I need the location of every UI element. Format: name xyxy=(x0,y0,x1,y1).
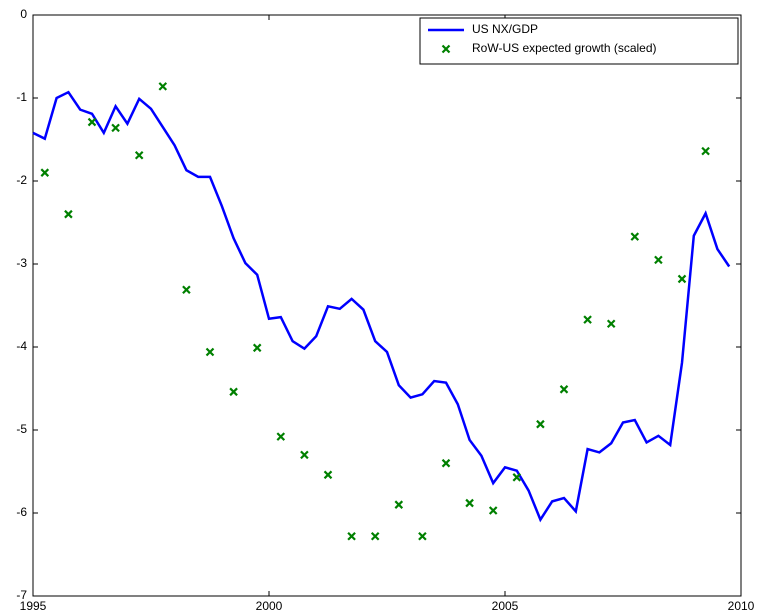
scatter-point xyxy=(347,531,356,541)
scatter-point xyxy=(465,498,474,508)
y-tick-label: -7 xyxy=(16,588,27,602)
x-tick-label: 1995 xyxy=(20,599,47,613)
x-tick-label: 2000 xyxy=(256,599,283,613)
scatter-point xyxy=(64,209,73,219)
y-tick-label: -5 xyxy=(16,422,27,436)
scatter-point xyxy=(677,274,687,284)
scatter-point xyxy=(630,232,640,241)
legend-swatch xyxy=(441,44,451,54)
scatter-point xyxy=(583,315,592,324)
legend-label: RoW-US expected growth (scaled) xyxy=(472,41,657,55)
scatter-point xyxy=(229,387,238,397)
scatter-point xyxy=(370,531,380,541)
y-tick-label: -4 xyxy=(16,339,27,353)
x-tick-label: 2005 xyxy=(492,599,519,613)
scatter-point xyxy=(654,255,663,265)
scatter-point xyxy=(205,347,215,357)
y-tick-label: -1 xyxy=(16,90,27,104)
scatter-point xyxy=(488,506,498,515)
scatter-point xyxy=(559,385,569,394)
scatter-point xyxy=(276,432,286,441)
scatter-point xyxy=(134,150,144,160)
y-tick-label: -3 xyxy=(16,256,27,270)
y-tick-label: 0 xyxy=(20,7,27,21)
y-tick-label: -6 xyxy=(16,505,27,519)
line-series xyxy=(32,90,731,523)
scatter-point xyxy=(394,500,404,509)
scatter-point xyxy=(87,117,97,127)
scatter-point xyxy=(441,458,451,468)
scatter-point xyxy=(418,531,427,541)
scatter-point xyxy=(252,343,262,353)
scatter-point xyxy=(536,419,545,429)
plot-area xyxy=(32,14,742,597)
x-tick-label: 2010 xyxy=(728,599,755,613)
legend-box xyxy=(419,17,739,65)
scatter-point xyxy=(606,319,616,329)
scatter-point xyxy=(182,285,191,295)
scatter-point xyxy=(158,82,168,91)
legend-label: US NX/GDP xyxy=(472,22,538,36)
scatter-point xyxy=(701,146,710,156)
scatter-point xyxy=(300,450,309,460)
scatter-point xyxy=(111,123,120,133)
scatter-point xyxy=(323,470,333,480)
y-tick-label: -2 xyxy=(16,173,27,187)
scatter-point xyxy=(512,473,522,482)
scatter-point xyxy=(40,168,50,177)
